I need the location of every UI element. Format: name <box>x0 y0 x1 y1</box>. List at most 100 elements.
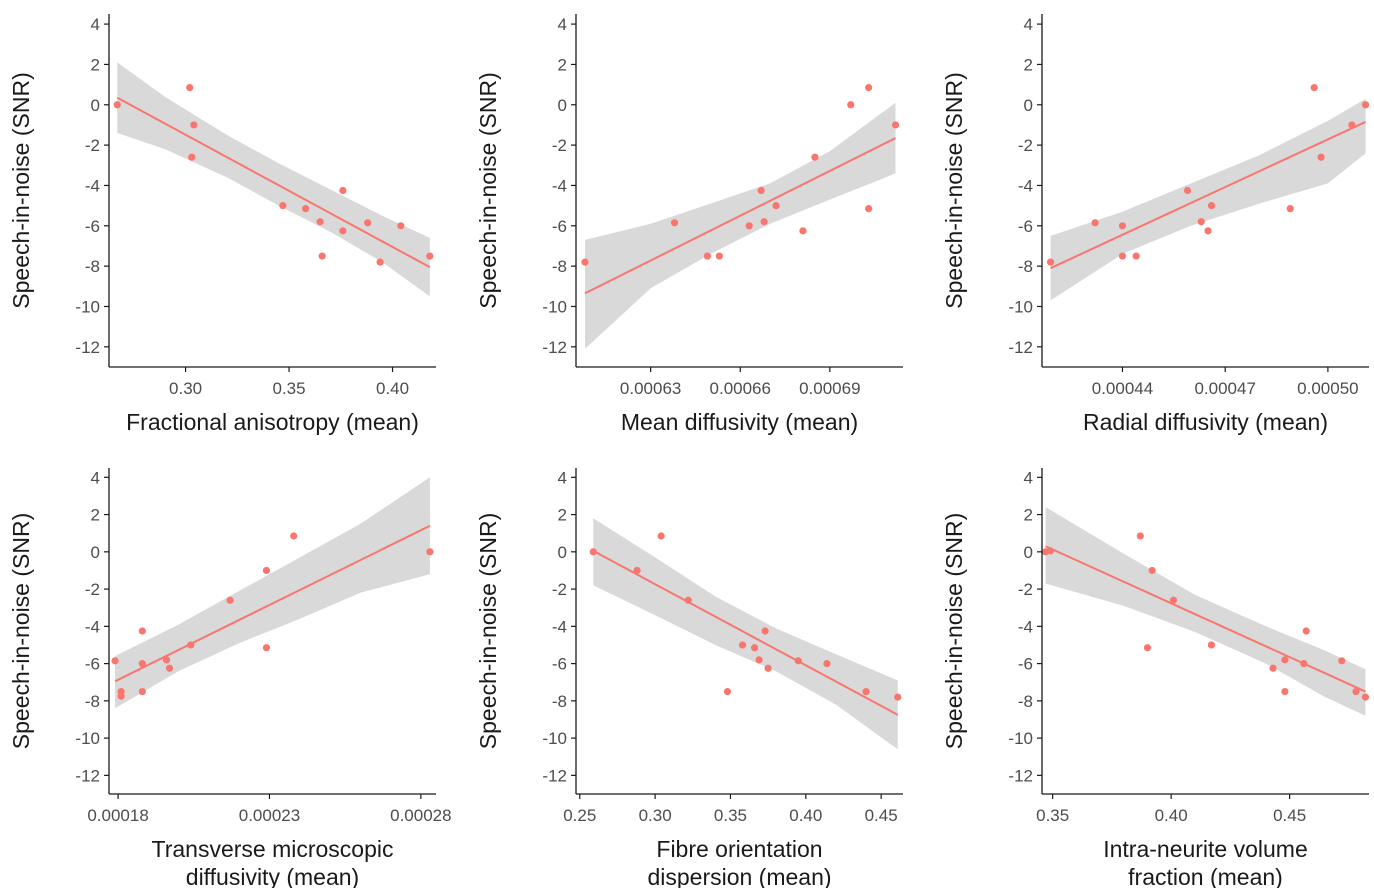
data-point <box>318 252 326 260</box>
data-point <box>1281 687 1289 696</box>
chart-panel-2: 4 2 0 -2 -4 -6 -8 -10 -12 0.00063 0.00066 0.00069 Me… <box>475 14 903 435</box>
y-tick-label: -6 <box>85 655 100 674</box>
data-point <box>684 596 692 604</box>
x-tick-label: 0.00063 <box>620 379 681 398</box>
data-point <box>1091 219 1099 227</box>
data-point <box>894 693 902 701</box>
regression-line <box>116 96 431 269</box>
data-point <box>190 121 198 129</box>
confidence-band <box>585 102 896 349</box>
data-point <box>186 84 194 92</box>
confidence-band <box>1045 507 1366 716</box>
data-point <box>117 692 125 700</box>
data-point <box>1348 121 1356 129</box>
y-tick-label: -2 <box>1018 580 1033 599</box>
y-tick-label: 4 <box>1024 468 1033 487</box>
data-point <box>339 227 347 235</box>
y-axis-title: Speech-in-noise (SNR) <box>941 72 967 308</box>
chart-panel-5: 4 2 0 -2 -4 -6 -8 -10 -12 0.25 0.30 0.35 0.40 0.45 Fib… <box>475 468 903 888</box>
data-point <box>426 548 434 556</box>
data-point <box>761 627 769 635</box>
data-point <box>633 566 641 575</box>
x-axis-title: dispersion (mean) <box>647 864 831 888</box>
data-point <box>1310 84 1318 92</box>
x-tick-label: 0.40 <box>789 806 822 825</box>
data-point <box>794 657 802 665</box>
y-tick-label: -2 <box>85 136 100 155</box>
data-point <box>290 532 298 540</box>
y-tick-label: 0 <box>1024 96 1033 115</box>
data-point <box>764 664 772 672</box>
data-point <box>426 252 434 260</box>
data-point <box>865 205 873 213</box>
data-point <box>376 258 384 266</box>
data-point <box>279 202 287 210</box>
data-point <box>1197 218 1205 226</box>
y-tick-label: 4 <box>558 15 567 34</box>
y-tick-label: -12 <box>1008 766 1033 785</box>
confidence-band <box>1050 98 1366 301</box>
y-tick-label: -6 <box>1018 217 1033 236</box>
data-point <box>745 222 753 230</box>
y-tick-label: -4 <box>1018 176 1033 195</box>
x-tick-label: 0.35 <box>1036 806 1069 825</box>
y-tick-label: -12 <box>75 766 100 785</box>
chart-panel-4: 4 2 0 -2 -4 -6 -8 -10 -12 0.00018 0.00023 0.00028 Tr… <box>8 468 452 888</box>
y-tick-label: -12 <box>542 338 567 357</box>
y-tick-label: -6 <box>85 217 100 236</box>
y-tick-label: -4 <box>85 176 100 195</box>
x-tick-label: 0.00047 <box>1194 379 1255 398</box>
data-point <box>703 252 711 260</box>
y-tick-label: -4 <box>1018 617 1033 636</box>
data-point <box>1132 252 1140 260</box>
regression-line <box>592 550 899 716</box>
chart-panel-6: 4 2 0 -2 -4 -6 -8 -10 -12 0.35 0.40 0.45 Intra-neuri… <box>941 468 1369 888</box>
data-point <box>1281 656 1289 664</box>
data-point <box>1300 660 1308 668</box>
y-tick-label: -8 <box>85 257 100 276</box>
chart-panel-1: 4 2 0 -2 -4 -6 -8 -10 -12 0.30 0.35 0.40 Fractional … <box>8 14 436 435</box>
y-tick-label: -2 <box>1018 136 1033 155</box>
x-tick-label: 0.00028 <box>390 806 451 825</box>
data-point <box>1169 596 1178 604</box>
y-tick-label: 0 <box>558 96 567 115</box>
x-tick-label: 0.00018 <box>87 806 148 825</box>
data-point <box>226 596 234 604</box>
data-point <box>723 687 732 696</box>
data-point <box>364 219 372 227</box>
plot-area <box>111 477 434 709</box>
y-tick-label: -10 <box>1008 297 1033 316</box>
data-point <box>1143 644 1152 652</box>
data-point <box>165 664 174 672</box>
plot-area <box>1042 507 1369 716</box>
y-axis-title: Speech-in-noise (SNR) <box>8 513 34 749</box>
y-tick-label: 0 <box>91 96 100 115</box>
data-point <box>1317 153 1325 161</box>
y-tick-label: 2 <box>91 506 100 525</box>
y-axis-title: Speech-in-noise (SNR) <box>475 513 501 749</box>
data-point <box>1361 101 1369 109</box>
data-point <box>670 219 679 227</box>
data-point <box>339 186 347 195</box>
y-tick-label: 4 <box>91 15 100 34</box>
x-axis-title: diffusivity (mean) <box>186 864 359 888</box>
data-point <box>302 205 310 213</box>
data-point <box>262 644 271 652</box>
x-axis-title: Radial diffusivity (mean) <box>1083 409 1328 435</box>
data-point <box>1338 657 1346 665</box>
y-tick-label: -6 <box>1018 655 1033 674</box>
data-point <box>1207 202 1216 210</box>
x-tick-label: 0.30 <box>639 806 672 825</box>
y-tick-label: -2 <box>552 580 567 599</box>
y-tick-label: -12 <box>1008 338 1033 357</box>
regression-line <box>114 524 431 683</box>
x-axis-title: Intra-neurite volume <box>1103 836 1308 862</box>
y-tick-label: -8 <box>1018 692 1033 711</box>
data-point <box>1046 547 1054 555</box>
data-point <box>1148 566 1156 575</box>
x-tick-label: 0.00069 <box>799 379 860 398</box>
y-tick-label: -4 <box>552 617 567 636</box>
data-point <box>1118 222 1127 230</box>
data-point <box>823 660 831 668</box>
